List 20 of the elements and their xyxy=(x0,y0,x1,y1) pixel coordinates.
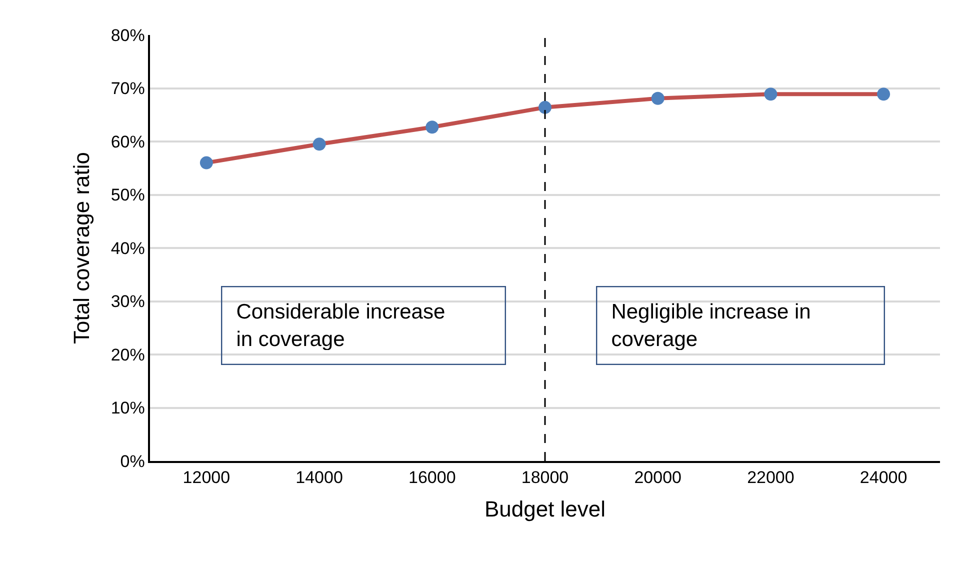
y-tick-label: 60% xyxy=(110,132,145,152)
y-tick-label: 10% xyxy=(110,398,145,418)
x-tick-label: 20000 xyxy=(634,468,682,488)
y-tick-label: 20% xyxy=(110,345,145,364)
x-axis-title: Budget level xyxy=(484,496,606,522)
x-tick-label: 18000 xyxy=(521,468,569,488)
x-tick-label: 22000 xyxy=(747,468,794,488)
y-tick-label: 30% xyxy=(110,292,145,312)
x-tick-label: 16000 xyxy=(408,468,456,488)
y-tick-label: 50% xyxy=(110,186,145,205)
annotation: Considerable increase in coverage xyxy=(236,300,446,351)
y-tick-label: 40% xyxy=(110,238,145,258)
y-tick-label: 70% xyxy=(110,79,145,98)
y-tick-label: 0% xyxy=(120,452,145,471)
x-tick-label: 14000 xyxy=(296,468,343,488)
x-tick-label: 24000 xyxy=(860,468,908,488)
y-tick-label: 80% xyxy=(110,26,145,45)
annotation: Negligible increase in coverage xyxy=(611,300,811,351)
x-tick-label: 12000 xyxy=(182,468,230,488)
y-axis-title: Total coverage ratio xyxy=(69,152,94,344)
